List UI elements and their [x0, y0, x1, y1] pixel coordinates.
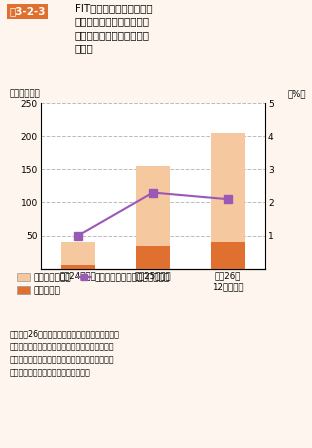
Bar: [136, 166, 170, 246]
Legend: 未利用木質以外, 未利用木質, バイオマス発電認定容量の割合: 未利用木質以外, 未利用木質, バイオマス発電認定容量の割合: [17, 273, 170, 295]
Text: （%）: （%）: [287, 89, 306, 98]
Text: 注：平成26年度から集計手法を変更し、認定時の
　　バイオマス比率を乗じて得た推計値を集計。
資料：資源エネルギー庁「固定価格買取制度情報
　　　公開用ウェブサ: 注：平成26年度から集計手法を変更し、認定時の バイオマス比率を乗じて得た推計値…: [9, 329, 119, 377]
Bar: [61, 242, 95, 266]
Text: （認定件数）: （認定件数）: [9, 89, 40, 98]
Bar: [211, 133, 245, 242]
Bar: [61, 266, 95, 269]
Text: 図3-2-3: 図3-2-3: [9, 6, 46, 17]
Text: FIT導入以降のバイオマス
発電の認定容量の内訳及び
認定容量全量に占める割合
の推移: FIT導入以降のバイオマス 発電の認定容量の内訳及び 認定容量全量に占める割合 …: [75, 3, 153, 54]
Bar: [211, 242, 245, 269]
Bar: [136, 246, 170, 269]
